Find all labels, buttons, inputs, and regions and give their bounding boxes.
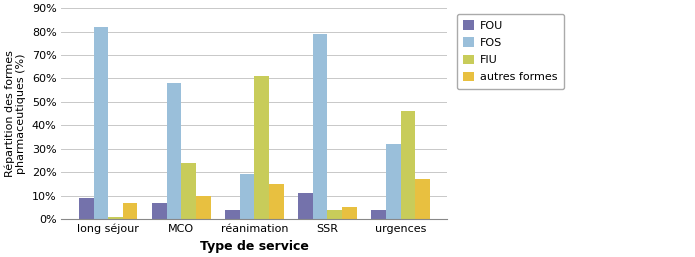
- Bar: [371, 209, 386, 219]
- Y-axis label: Répartition des formes
pharmaceutiques (%): Répartition des formes pharmaceutiques (…: [4, 50, 26, 177]
- Bar: [167, 83, 181, 219]
- Bar: [152, 203, 167, 219]
- Bar: [400, 111, 415, 219]
- Legend: FOU, FOS, FIU, autres formes: FOU, FOS, FIU, autres formes: [457, 14, 564, 89]
- X-axis label: Type de service: Type de service: [200, 240, 309, 253]
- Bar: [181, 163, 196, 219]
- Bar: [225, 209, 240, 219]
- Bar: [196, 196, 211, 219]
- Bar: [94, 27, 108, 219]
- Bar: [386, 144, 400, 219]
- Bar: [123, 203, 138, 219]
- Bar: [298, 193, 313, 219]
- Bar: [108, 217, 123, 219]
- Bar: [79, 198, 94, 219]
- Bar: [254, 76, 269, 219]
- Bar: [240, 175, 254, 219]
- Bar: [327, 209, 342, 219]
- Bar: [415, 179, 430, 219]
- Bar: [342, 207, 357, 219]
- Bar: [269, 184, 284, 219]
- Bar: [313, 34, 327, 219]
